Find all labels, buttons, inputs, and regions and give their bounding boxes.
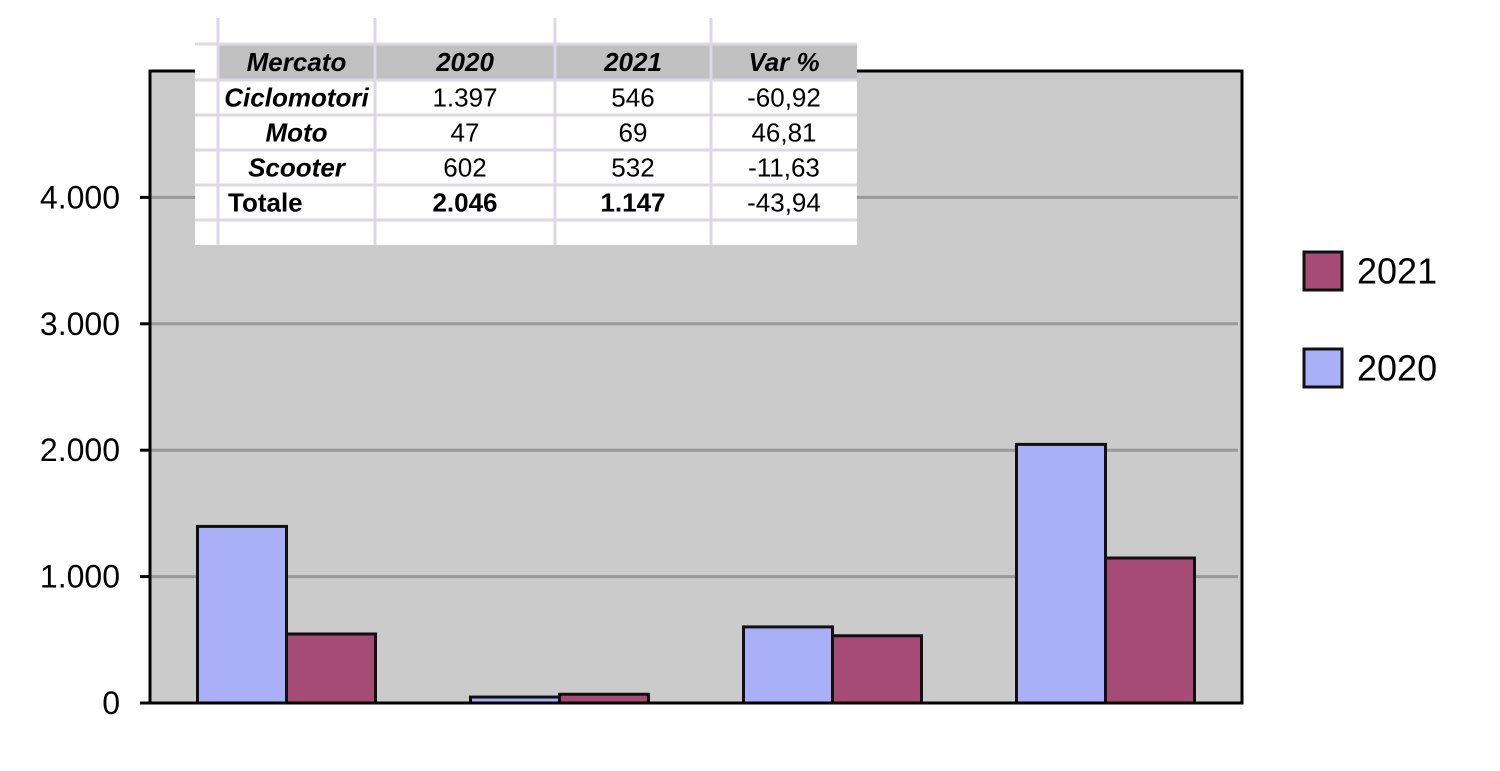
y-tick-label: 1.000 (40, 559, 120, 595)
y-tick-label: 3.000 (40, 306, 120, 342)
data-table: Mercato 2020 2021 Var % Ciclomotori 1.397 546 -… (195, 18, 857, 245)
table-header: 2020 (435, 47, 494, 77)
legend-label: 2021 (1357, 251, 1437, 292)
table-cell: 1.147 (600, 188, 665, 218)
table-header: 2021 (603, 47, 662, 77)
table-row-label: Scooter (248, 153, 347, 183)
legend-swatch (1302, 347, 1344, 389)
table-row-label: Totale (228, 188, 303, 218)
table-cell: -43,94 (747, 188, 821, 218)
table-cell: -11,63 (748, 153, 820, 183)
table-header-bg (218, 44, 857, 80)
bar (196, 524, 288, 705)
bar (742, 625, 834, 705)
table-cell: 47 (451, 118, 480, 148)
y-tick-label: 4.000 (40, 179, 120, 215)
legend-swatch (1302, 250, 1344, 292)
table-row-label: Moto (265, 118, 327, 148)
table-row-label: Ciclomotori (224, 83, 369, 113)
table-header: Var % (748, 47, 819, 77)
table-cell: 602 (443, 153, 486, 183)
table-cell: 532 (611, 153, 654, 183)
table-cell: 2.046 (432, 188, 497, 218)
y-tick-label: 0 (102, 685, 120, 721)
table-header: Mercato (247, 47, 347, 77)
y-tick-label: 2.000 (40, 432, 120, 468)
legend-label: 2020 (1357, 348, 1437, 389)
bar (285, 632, 377, 705)
table-cell: 46,81 (751, 118, 816, 148)
table-cell: 546 (611, 83, 654, 113)
bar (831, 634, 923, 705)
table-cell: 1.397 (432, 83, 497, 113)
table-cell: -60,92 (747, 83, 821, 113)
table-cell: 69 (619, 118, 648, 148)
bar (1104, 556, 1196, 705)
bar (1015, 442, 1107, 705)
